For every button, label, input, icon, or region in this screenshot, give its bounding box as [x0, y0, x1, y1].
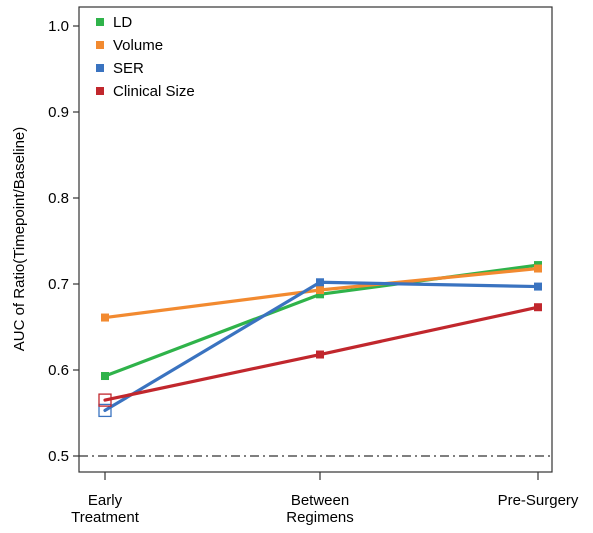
plot-frame	[78, 6, 553, 473]
y-tick-label: 1.0	[48, 18, 69, 35]
data-point	[316, 286, 324, 295]
y-tick-label: 0.7	[48, 276, 69, 293]
series-volume	[101, 264, 542, 322]
data-point	[534, 303, 542, 312]
series-layer	[98, 261, 542, 418]
data-point	[98, 393, 112, 407]
legend-label-clinical-size: Clinical Size	[113, 83, 195, 100]
x-tick-label: Early Treatment	[71, 492, 140, 526]
legend-label-ld: LD	[113, 14, 132, 31]
data-point	[534, 282, 542, 291]
legend-swatch-clinical-size	[96, 87, 104, 95]
x-axis: Early Treatment Between Regimens Pre-Surgery	[71, 472, 579, 526]
x-tick-label: Between Regimens	[286, 492, 354, 526]
data-point	[316, 278, 324, 287]
legend-swatch-ser	[96, 64, 104, 72]
data-point	[101, 372, 109, 381]
data-point	[316, 350, 324, 359]
legend-label-volume: Volume	[113, 37, 163, 54]
y-axis-title: AUC of Ratio(Timepoint/Baseline)	[11, 127, 28, 352]
series-line-ser	[103, 280, 540, 413]
series-clinical-size	[98, 303, 542, 407]
y-axis: 0.5 0.6 0.7 0.8 0.9 1.0	[48, 18, 79, 465]
data-point	[101, 313, 109, 322]
x-tick-label: Pre-Surgery	[498, 492, 579, 509]
y-tick-label: 0.5	[48, 448, 69, 465]
data-point	[98, 403, 112, 418]
legend-swatch-volume	[96, 41, 104, 49]
y-tick-label: 0.6	[48, 362, 69, 379]
legend: LD Volume SER Clinical Size	[96, 14, 195, 100]
data-point	[316, 290, 324, 299]
legend-swatch-ld	[96, 18, 104, 26]
y-tick-label: 0.9	[48, 104, 69, 121]
series-ser	[98, 278, 542, 418]
data-point	[534, 264, 542, 273]
legend-label-ser: SER	[113, 60, 144, 77]
y-tick-label: 0.8	[48, 190, 69, 207]
